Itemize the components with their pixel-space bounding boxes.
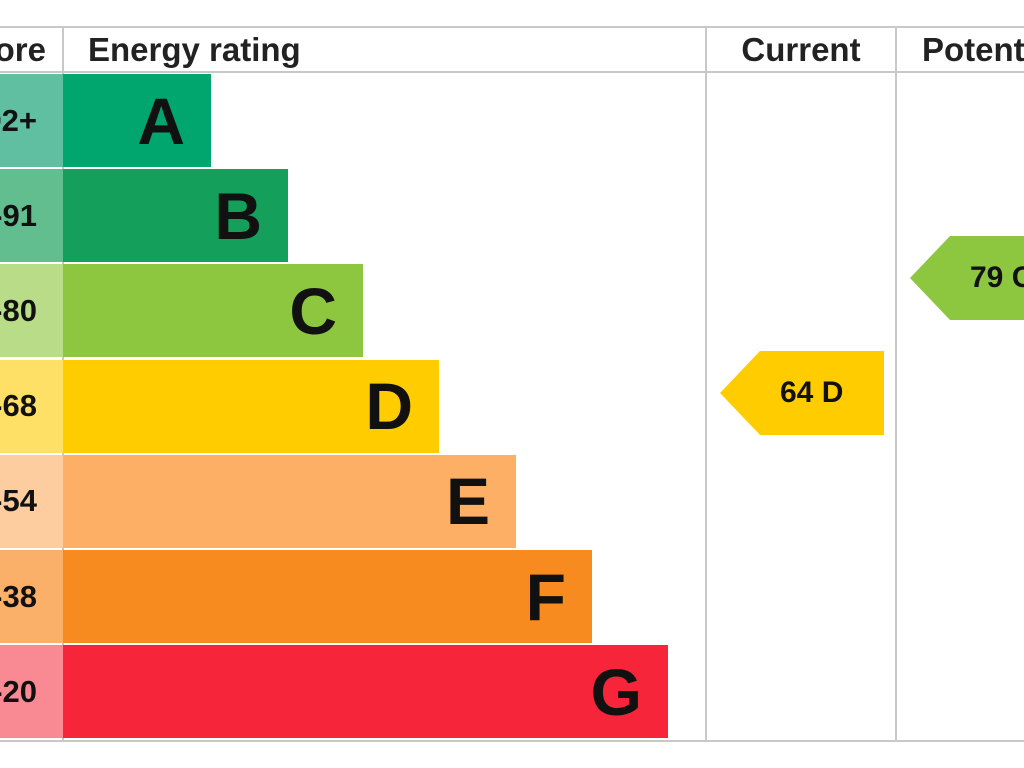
potential-header: Potential (922, 31, 1024, 68)
divider (705, 27, 707, 742)
rating-bar: A (63, 74, 211, 167)
current-header: Current (741, 31, 861, 68)
rating-bar: G (63, 645, 668, 739)
rating-bar: C (63, 264, 363, 358)
rating-bar: B (63, 169, 288, 263)
border (0, 740, 1024, 742)
score-range: 92+ (0, 74, 63, 167)
potential-rating: 79 C (910, 236, 1024, 320)
rating-bar: D (63, 359, 439, 453)
border (0, 71, 1024, 73)
border (0, 26, 1024, 28)
score-range: 1-20 (0, 645, 63, 739)
score-header: Score (0, 31, 46, 68)
rating-bar: F (63, 550, 592, 643)
rating-header: Energy rating (88, 31, 301, 68)
rating-bar: E (63, 454, 516, 548)
score-range: 39-54 (0, 454, 63, 548)
current-rating: 64 D (720, 351, 884, 435)
score-range: 21-38 (0, 550, 63, 643)
score-range: 55-68 (0, 359, 63, 453)
divider (895, 27, 897, 742)
score-range: 69-80 (0, 264, 63, 358)
score-range: 81-91 (0, 169, 63, 263)
